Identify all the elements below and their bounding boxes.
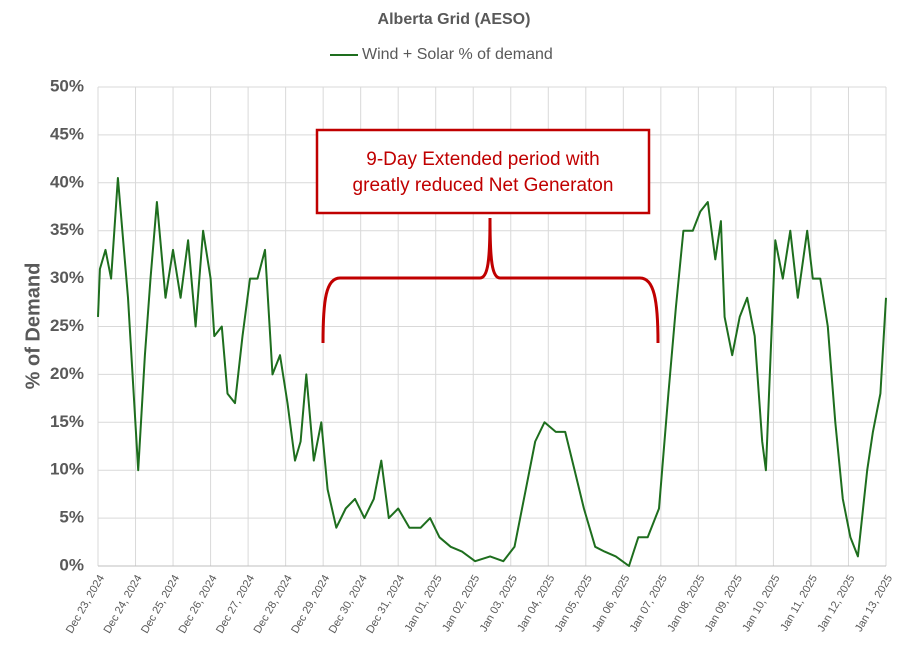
- x-tick-label: Jan 10, 2025: [740, 573, 782, 634]
- chart-title: Alberta Grid (AESO): [378, 11, 531, 28]
- y-tick-label: 10%: [50, 460, 84, 479]
- x-tick-label: Jan 04, 2025: [515, 573, 557, 634]
- x-tick-label: Jan 02, 2025: [440, 573, 482, 634]
- y-tick-label: 35%: [50, 220, 84, 239]
- x-tick-label: Dec 28, 2024: [252, 573, 295, 636]
- x-tick-label: Jan 01, 2025: [403, 573, 445, 634]
- y-tick-label: 15%: [50, 412, 84, 431]
- x-tick-label: Jan 13, 2025: [853, 573, 895, 634]
- x-tick-label: Dec 30, 2024: [327, 573, 370, 636]
- y-axis-label: % of Demand: [22, 263, 44, 390]
- x-tick-label: Jan 07, 2025: [628, 573, 670, 634]
- y-tick-label: 25%: [50, 316, 84, 335]
- y-tick-label: 40%: [50, 172, 84, 191]
- x-tick-label: Dec 25, 2024: [139, 573, 182, 636]
- annotation-box: [315, 128, 651, 215]
- x-tick-label: Jan 12, 2025: [815, 573, 857, 634]
- x-tick-label: Jan 08, 2025: [665, 573, 707, 634]
- x-tick-label: Dec 29, 2024: [289, 573, 332, 636]
- annotation-bracket: [321, 217, 660, 344]
- x-tick-label: Jan 09, 2025: [703, 573, 745, 634]
- annotation: 9-Day Extended period with greatly reduce…: [315, 128, 660, 344]
- x-tick-label: Dec 27, 2024: [214, 573, 257, 636]
- x-tick-label: Jan 05, 2025: [553, 573, 595, 634]
- data-line: [97, 177, 887, 567]
- x-tick-label: Dec 24, 2024: [102, 573, 145, 636]
- x-tick-label: Jan 11, 2025: [778, 573, 820, 633]
- y-tick-label: 45%: [50, 124, 84, 143]
- y-tick-label: 30%: [50, 268, 84, 287]
- y-tick-label: 50%: [50, 76, 84, 95]
- x-tick-label: Jan 03, 2025: [478, 573, 520, 634]
- x-tick-label: Jan 06, 2025: [590, 573, 632, 634]
- y-tick-label: 20%: [50, 364, 84, 383]
- annotation-text: greatly reduced Net Generaton: [353, 175, 614, 196]
- x-tick-label: Dec 31, 2024: [364, 573, 407, 636]
- x-tick-label: Dec 26, 2024: [177, 573, 220, 636]
- legend-label: Wind + Solar % of demand: [362, 46, 553, 63]
- y-tick-label: 5%: [59, 508, 84, 527]
- x-tick-label: Dec 23, 2024: [64, 573, 107, 636]
- y-tick-label: 0%: [59, 555, 84, 574]
- annotation-text: 9-Day Extended period with: [366, 149, 599, 170]
